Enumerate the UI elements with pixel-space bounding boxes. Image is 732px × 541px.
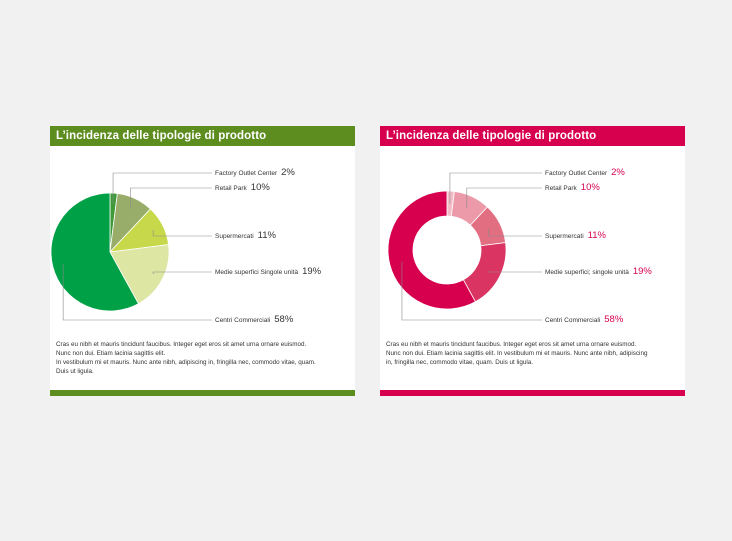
card-title: L’incidenza delle tipologie di prodotto [380,126,685,146]
leader-line-medie-superfici-singole-unita [488,271,542,273]
label-category: Factory Outlet Center [545,170,608,177]
label-value: 19% [633,266,653,277]
label-value: 10% [581,182,601,193]
slice-centri-commerciali [387,190,476,310]
label-value: 11% [258,230,277,241]
card-bottom-bar [380,390,685,396]
body-line: Cras eu nibh et mauris tincidunt faucibu… [386,341,637,348]
pie-chart: Factory Outlet Center 2% Retail Park 10% Sup… [50,167,322,325]
label-value: 58% [604,314,624,325]
card-title: L’incidenza delle tipologie di prodotto [50,126,355,146]
leader-line-retail-park [130,187,212,209]
card-body-text: Cras eu nibh et mauris tincidunt faucibu… [56,340,348,376]
leader-line-medie-superfici-singole-unita [152,271,212,274]
label-category: Medie superfici Singole unità [215,269,298,276]
label-factory-outlet-center: Factory Outlet Center 2% [215,167,295,178]
label-category: Centri Commerciali [545,317,600,324]
body-line: Duis ut ligula. [56,368,94,375]
label-category: Retail Park [545,185,578,192]
label-medie-superfici-singole-unita: Medie superfici; singole unità 19% [545,266,652,277]
label-category: Medie superfici; singole unità [545,269,629,276]
label-medie-superfici-singole-unita: Medie superfici Singole unità 19% [215,266,322,277]
label-supermercati: Supermercati 11% [545,230,607,241]
label-category: Supermercati [545,233,584,240]
card-body-text: Cras eu nibh et mauris tincidunt faucibu… [386,340,678,367]
label-value: 11% [588,230,607,241]
leader-line-supermercati [488,228,542,237]
card-bottom-bar [50,390,355,396]
label-value: 10% [251,182,271,193]
chart-card-pie: L’incidenza delle tipologie di prodotto … [50,126,355,396]
donut-chart: Factory Outlet Center 2% Retail Park 10% Sup… [387,167,652,325]
label-centri-commerciali: Centri Commerciali 58% [215,314,294,325]
body-line: Cras eu nibh et mauris tincidunt faucibu… [56,341,307,348]
label-category: Factory Outlet Center [215,170,278,177]
label-retail-park: Retail Park 10% [215,182,270,193]
leader-line-supermercati [152,230,212,237]
label-supermercati: Supermercati 11% [215,230,277,241]
body-line: Nunc non dui. Etiam lacinia sagittis eli… [386,350,648,357]
label-value: 2% [611,167,625,178]
leader-line-factory-outlet-center [449,172,542,204]
chart-card-donut: L’incidenza delle tipologie di prodotto … [380,126,685,396]
label-value: 58% [274,314,294,325]
leader-line-centri-commerciali [401,261,542,321]
slice-centri-commerciali [50,192,139,312]
leader-line-centri-commerciali [62,264,212,321]
body-line: In vestibulum mi et mauris. Nunc ante ni… [56,359,316,366]
leader-line-factory-outlet-center [112,172,212,204]
body-line: Nunc non dui. Etiam lacinia sagittis eli… [56,350,166,357]
body-line: in, fringilla nec, commodo vitae, quam. … [386,359,533,366]
label-factory-outlet-center: Factory Outlet Center 2% [545,167,625,178]
label-value: 19% [302,266,322,277]
label-centri-commerciali: Centri Commerciali 58% [545,314,624,325]
label-category: Supermercati [215,233,254,240]
label-category: Centri Commerciali [215,317,270,324]
slice-medie-superfici-singole-unita [109,244,170,305]
label-value: 2% [281,167,295,178]
label-retail-park: Retail Park 10% [545,182,600,193]
label-category: Retail Park [215,185,248,192]
leader-line-retail-park [466,187,542,208]
